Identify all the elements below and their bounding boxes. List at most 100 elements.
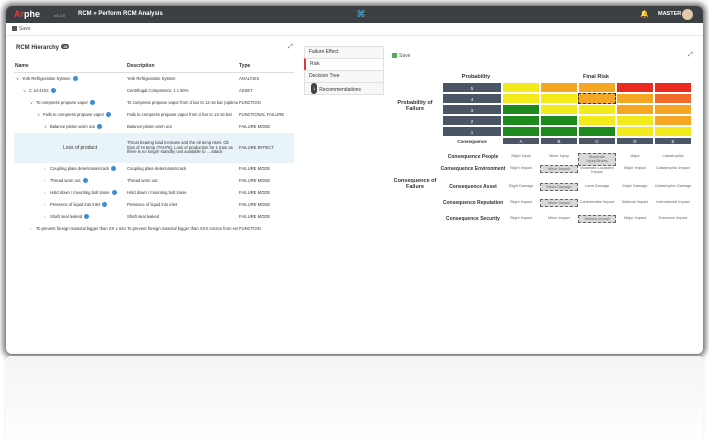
consequence-impact[interactable]: Moderate Injury/Illness	[578, 153, 616, 166]
risk-cell[interactable]	[654, 126, 692, 137]
risk-cell[interactable]	[578, 115, 616, 126]
table-row[interactable]: ∨ Balance piston worn out Balance piston w…	[14, 121, 294, 133]
risk-cell[interactable]	[502, 126, 540, 137]
row-name[interactable]: ∨ To compress propane vapor	[14, 97, 126, 109]
info-icon[interactable]	[111, 166, 117, 172]
row-name[interactable]: ∨ C 14-4102	[14, 85, 126, 97]
risk-cell[interactable]	[616, 104, 654, 115]
info-icon[interactable]	[50, 88, 56, 94]
row-name[interactable]: ∨ Balance piston worn out	[14, 121, 126, 133]
risk-cell[interactable]	[578, 82, 616, 93]
risk-expand-icon[interactable]: ⤢	[688, 52, 693, 58]
consequence-impact[interactable]: Moderate Localized Impact	[580, 166, 614, 175]
risk-cell[interactable]	[540, 93, 578, 104]
consequence-impact[interactable]: Slight Injury	[511, 154, 531, 158]
expand-icon[interactable]: ⤢	[288, 44, 293, 50]
consequence-impact[interactable]: Minor Impact	[540, 199, 578, 208]
tab-risk[interactable]: Risk	[304, 58, 384, 70]
bell-icon[interactable]: 🔔	[640, 11, 649, 18]
consequence-impact[interactable]: Serious Impact	[578, 215, 616, 224]
risk-cell[interactable]	[540, 126, 578, 137]
consequence-impact[interactable]: Catastrophic	[662, 154, 684, 158]
info-icon[interactable]	[111, 190, 117, 196]
chevron-icon[interactable]: ∨	[16, 76, 20, 82]
row-name[interactable]: › Hold down / mounting bolt loose	[14, 187, 126, 199]
app-logo[interactable]: Arphe	[14, 9, 40, 19]
table-row[interactable]: › Hold down / mounting bolt loose Hold dow…	[14, 187, 294, 199]
risk-cell[interactable]	[616, 115, 654, 126]
avatar[interactable]	[682, 9, 693, 20]
risk-cell[interactable]	[654, 115, 692, 126]
consequence-impact[interactable]: Local Damage	[584, 184, 610, 188]
info-icon[interactable]	[96, 124, 102, 130]
chevron-icon[interactable]: ›	[44, 202, 46, 208]
consequence-impact[interactable]: Major Impact	[624, 216, 646, 220]
chevron-icon[interactable]: ›	[30, 226, 32, 232]
risk-cell[interactable]	[540, 104, 578, 115]
consequence-impact[interactable]: Slight Impact	[510, 166, 532, 170]
tab-failure-effect[interactable]: Failure Effect	[304, 46, 384, 58]
risk-cell[interactable]	[502, 82, 540, 93]
row-name[interactable]: ∨ York Refrigeration System	[14, 73, 126, 86]
consequence-impact[interactable]: Catastrophic Impact	[656, 166, 690, 170]
chevron-icon[interactable]: ›	[44, 178, 46, 184]
info-icon[interactable]	[84, 214, 90, 220]
consequence-impact[interactable]: Minor Impact	[540, 165, 578, 174]
row-name[interactable]: Loss of product	[14, 133, 126, 163]
table-row[interactable]: › Coupling plate deteriorate/crack Couplin…	[14, 163, 294, 175]
table-row[interactable]: ∨ C 14-4102 Centrifugal Compressor, 1 x 50…	[14, 85, 294, 97]
chevron-icon[interactable]: ›	[44, 214, 46, 220]
consequence-impact[interactable]: Slight Impact	[510, 200, 532, 204]
info-icon[interactable]	[105, 112, 111, 118]
chevron-icon[interactable]: ∨	[44, 124, 48, 130]
table-row[interactable]: ∨ York Refrigeration System York Refrigera…	[14, 73, 294, 86]
risk-cell[interactable]	[502, 115, 540, 126]
consequence-impact[interactable]: Major Damage	[622, 184, 648, 188]
table-row[interactable]: › To prevent foreign material bigger than…	[14, 223, 294, 235]
info-icon[interactable]	[89, 100, 95, 106]
risk-cell[interactable]	[616, 82, 654, 93]
consequence-impact[interactable]: Major Impact	[624, 166, 646, 170]
col-description[interactable]: Description	[126, 60, 238, 73]
consequence-impact[interactable]: Major	[630, 154, 640, 158]
risk-cell[interactable]	[578, 104, 616, 115]
chevron-icon[interactable]: ∨	[23, 88, 27, 94]
consequence-impact[interactable]: Extensive Impact	[658, 216, 688, 220]
consequence-impact[interactable]: Slight Damage	[508, 184, 534, 188]
risk-save-button[interactable]: Save	[392, 53, 410, 59]
risk-cell[interactable]	[502, 93, 540, 104]
info-icon[interactable]	[72, 76, 78, 82]
col-name[interactable]: Name	[14, 60, 126, 73]
user-name[interactable]: MASTER	[658, 11, 682, 17]
consequence-impact[interactable]: Minor Injury	[549, 154, 569, 158]
risk-cell[interactable]	[616, 93, 654, 104]
consequence-impact[interactable]: International Impact	[656, 200, 690, 204]
table-row[interactable]: › Thread worn out Thread worn out FAILURE M…	[14, 175, 294, 187]
consequence-impact[interactable]: Minor Impact	[548, 216, 570, 220]
risk-cell[interactable]	[578, 126, 616, 137]
col-type[interactable]: Type	[238, 60, 294, 73]
grid-icon[interactable]: ⌘	[356, 9, 366, 19]
row-name[interactable]: › Thread worn out	[14, 175, 126, 187]
risk-cell[interactable]	[654, 93, 692, 104]
info-icon[interactable]	[82, 178, 88, 184]
table-row[interactable]: › Presence of liquid into inlet Presence o…	[14, 199, 294, 211]
risk-cell[interactable]	[540, 115, 578, 126]
row-name[interactable]: › Coupling plate deteriorate/crack	[14, 163, 126, 175]
table-row[interactable]: ∨ Fails to compress propane vapor Fails to…	[14, 109, 294, 121]
consequence-impact[interactable]: National Impact	[621, 200, 649, 204]
risk-cell[interactable]	[654, 82, 692, 93]
chevron-icon[interactable]: ›	[44, 190, 46, 196]
tab-recommendations[interactable]: 1 Recommendations	[304, 82, 384, 95]
risk-cell[interactable]	[654, 104, 692, 115]
tab-decision-tree[interactable]: Decision Tree	[304, 70, 384, 82]
risk-cell[interactable]	[616, 126, 654, 137]
risk-cell[interactable]	[502, 104, 540, 115]
table-row[interactable]: › Shaft seal leaked Shaft seal leaked FAILU…	[14, 211, 294, 223]
row-name[interactable]: › Shaft seal leaked	[14, 211, 126, 223]
chevron-icon[interactable]: ›	[44, 166, 46, 172]
risk-cell[interactable]	[578, 93, 616, 104]
row-name[interactable]: ∨ Fails to compress propane vapor	[14, 109, 126, 121]
chevron-icon[interactable]: ∨	[37, 112, 41, 118]
row-name[interactable]: › Presence of liquid into inlet	[14, 199, 126, 211]
